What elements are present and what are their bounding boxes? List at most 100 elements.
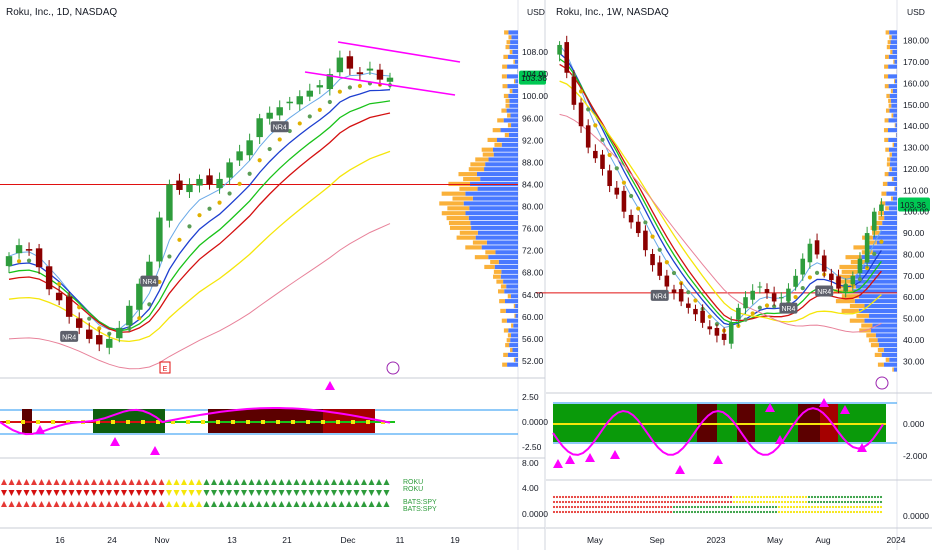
volume-profile-bar: [894, 143, 897, 147]
earnings-label: E: [163, 366, 168, 373]
strip-dot: [580, 506, 582, 508]
strip-dot: [583, 511, 585, 513]
osc-dot: [21, 420, 25, 424]
volume-profile-bar: [515, 358, 518, 362]
volume-profile-bar: [475, 255, 488, 259]
strip-dot: [865, 511, 867, 513]
candle-body: [736, 308, 741, 320]
strip-dot: [559, 501, 561, 503]
strip-dot: [664, 496, 666, 498]
strip-dot: [595, 501, 597, 503]
volume-profile-bar: [512, 89, 518, 93]
volume-profile-bar: [475, 157, 488, 161]
strip-dot: [655, 501, 657, 503]
strip-dot: [661, 496, 663, 498]
strip-dot: [577, 511, 579, 513]
strip-dot: [556, 496, 558, 498]
volume-profile-bar: [890, 50, 892, 54]
candle-body: [96, 335, 102, 344]
strip-dot: [760, 496, 762, 498]
strip-label-roku: ROKU: [403, 486, 423, 493]
trend-dot: [97, 326, 101, 330]
candle-body: [66, 297, 72, 317]
strip-dot: [730, 501, 732, 503]
volume-profile-bar: [489, 157, 518, 161]
volume-profile-bar: [861, 324, 872, 328]
volume-profile-bar: [493, 128, 501, 132]
strip-dot: [820, 501, 822, 503]
strip-dot: [835, 511, 837, 513]
strip-dot: [655, 496, 657, 498]
strip-dot: [592, 501, 594, 503]
volume-profile-bar: [886, 358, 890, 362]
strip-dot: [802, 496, 804, 498]
strip-dot: [850, 501, 852, 503]
volume-profile-bar: [507, 363, 518, 367]
volume-profile-bar: [892, 35, 897, 39]
candle-body: [729, 323, 734, 344]
candle-body: [672, 290, 677, 293]
strip-label-roku: ROKU: [403, 479, 423, 486]
right-price-tick: 80.00: [903, 249, 925, 259]
nr4-marker: NR4: [60, 331, 78, 342]
strip-dot: [562, 501, 564, 503]
strip-dot: [820, 496, 822, 498]
candle-body: [836, 276, 841, 288]
right-x-tick: May: [767, 535, 784, 545]
strip-dot: [712, 511, 714, 513]
volume-profile-bar: [883, 182, 887, 186]
strip-dot: [745, 506, 747, 508]
volume-profile-bar: [503, 353, 508, 357]
trend-dot: [57, 282, 61, 286]
strip-dot: [877, 501, 879, 503]
candle-body: [166, 184, 172, 220]
volume-profile-bar: [509, 343, 518, 347]
strip-dot: [622, 501, 624, 503]
strip-dot: [637, 511, 639, 513]
right-price-tick: 70.00: [903, 271, 925, 281]
strip-dot: [583, 496, 585, 498]
volume-profile-bar: [893, 196, 897, 200]
volume-profile-bar: [864, 319, 897, 323]
volume-profile-bar: [447, 216, 469, 220]
trend-dot: [629, 194, 633, 198]
strip-dot: [859, 511, 861, 513]
strip-dot: [640, 496, 642, 498]
right-price-tick: 90.00: [903, 228, 925, 238]
right-price-tick: 40.00: [903, 335, 925, 345]
strip-dot: [751, 496, 753, 498]
strip-dot: [679, 501, 681, 503]
strip-dot: [877, 506, 879, 508]
nr4-marker: NR4: [271, 121, 289, 132]
strip-dot: [595, 506, 597, 508]
volume-profile-bar: [452, 196, 472, 200]
volume-profile-bar: [876, 333, 897, 337]
right-currency[interactable]: USD: [907, 7, 925, 17]
candle-body: [851, 276, 856, 284]
candle-body: [76, 318, 82, 328]
strip-dot: [745, 511, 747, 513]
osc-dot: [51, 420, 55, 424]
candle-body: [743, 297, 748, 308]
strip-dot: [706, 511, 708, 513]
strip-dot: [643, 496, 645, 498]
volume-profile-bar: [508, 55, 518, 59]
left-price-tick: 96.00: [522, 113, 544, 123]
left-currency[interactable]: USD: [527, 7, 545, 17]
strip-dot: [733, 496, 735, 498]
candle-body: [786, 289, 791, 301]
volume-profile-bar: [505, 133, 509, 137]
volume-profile-bar: [499, 260, 518, 264]
strip-dot: [754, 506, 756, 508]
strip-dot: [694, 496, 696, 498]
volume-profile-bar: [875, 353, 882, 357]
strip-dot: [640, 501, 642, 503]
strip-dot: [871, 506, 873, 508]
strip-dot: [781, 496, 783, 498]
strip-dot: [793, 501, 795, 503]
volume-profile-bar: [886, 192, 897, 196]
strip-dot: [628, 496, 630, 498]
volume-profile-bar: [450, 226, 471, 230]
volume-profile-bar: [894, 79, 895, 83]
strip-dot: [601, 506, 603, 508]
